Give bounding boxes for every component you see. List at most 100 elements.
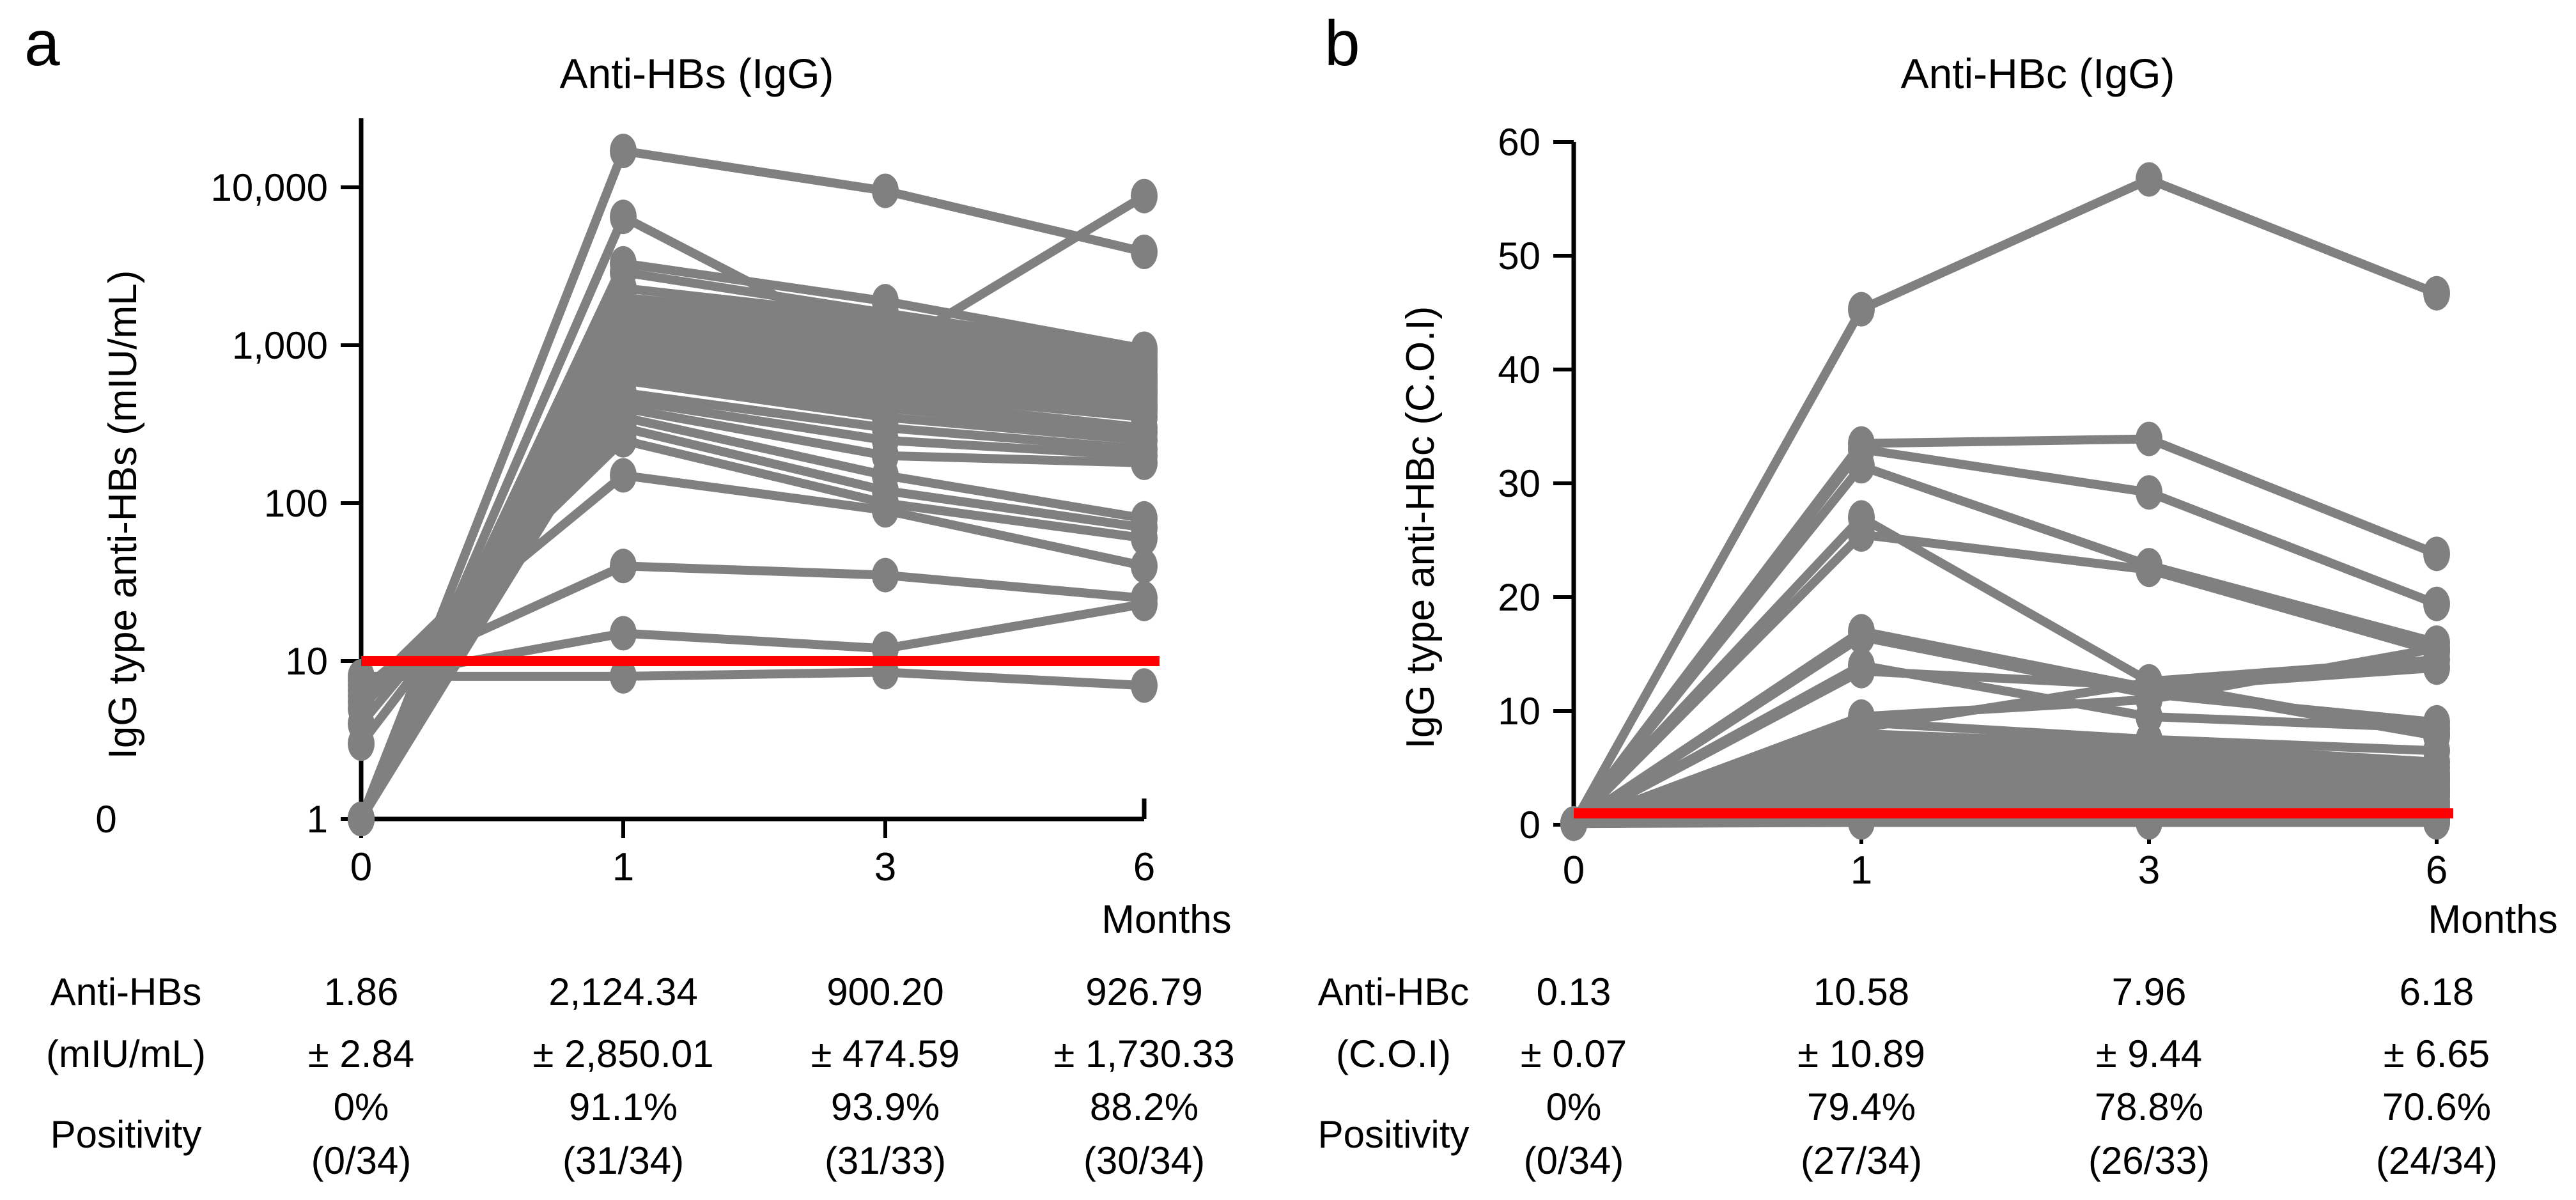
mean-value: 10.58 [1813, 970, 1910, 1013]
data-point-marker [1131, 445, 1158, 480]
positivity-percent: 70.6% [2382, 1086, 2492, 1128]
x-tick-label: 1 [612, 845, 634, 889]
sd-value: ± 1,730.33 [1053, 1032, 1235, 1075]
data-point-marker [1848, 292, 1875, 327]
anti-hbc-row-label-line2: (C.O.I) [1336, 1032, 1451, 1075]
positivity-percent: 91.1% [568, 1086, 678, 1128]
anti-hbc-value-month1: 10.58 ± 10.89 [1740, 961, 1983, 1085]
positivity-fraction: (30/34) [1083, 1139, 1206, 1182]
x-tick-label: 3 [874, 845, 896, 889]
series-line [357, 435, 1149, 701]
y-tick-label: 0 [1519, 804, 1540, 846]
series-line [357, 146, 1149, 823]
data-point-marker [1131, 178, 1158, 214]
series-line [357, 667, 1149, 690]
series-group [1560, 162, 2450, 841]
y-tick-label: 30 [1498, 462, 1540, 505]
data-point-marker [2136, 421, 2162, 456]
anti-hbc-value-month3: 7.96 ± 9.44 [2028, 961, 2270, 1085]
panel-b-chart: 0 10 20 30 40 50 60 0 1 3 6 Anti-HBc (IgG) IgG type … [1399, 50, 2558, 942]
x-tick-label: 0 [350, 845, 372, 889]
mean-value: 7.96 [2111, 970, 2187, 1013]
sd-value: ± 9.44 [2095, 1032, 2203, 1075]
mean-value: 900.20 [826, 970, 944, 1013]
anti-hbs-value-month0: 1.86 ± 2.84 [240, 961, 483, 1085]
anti-hbc-value-month6: 6.18 ± 6.65 [2315, 961, 2558, 1085]
series-line [1569, 462, 2441, 829]
series-line [357, 561, 1149, 690]
anti-hbs-value-month6: 926.79 ± 1,730.33 [1023, 961, 1266, 1085]
positivity-month6-b: 70.6% (24/34) [2315, 1080, 2558, 1188]
data-point-marker [1131, 668, 1158, 703]
data-point-marker [1131, 549, 1158, 584]
data-point-marker [2136, 475, 2162, 510]
positivity-percent: 0% [333, 1086, 389, 1128]
positivity-fraction: (24/34) [2375, 1139, 2498, 1182]
positivity-month1-b: 79.4% (27/34) [1740, 1080, 1983, 1188]
positivity-row-label-b: Positivity [1266, 1080, 1521, 1188]
mean-value: 6.18 [2399, 970, 2474, 1013]
anti-hbs-row-label: Anti-HBs (mIU/mL) [0, 961, 254, 1085]
sd-value: ± 0.07 [1520, 1032, 1627, 1075]
positivity-month0-b: 0% (0/34) [1452, 1080, 1695, 1188]
y-tick-label: 1 [307, 798, 328, 841]
chart-title: Anti-HBs (IgG) [559, 50, 834, 97]
y-tick-label: 50 [1498, 235, 1540, 277]
anti-hbs-value-month1: 2,124.34 ± 2,850.01 [502, 961, 745, 1085]
mean-value: 1.86 [323, 970, 399, 1013]
x-axis-title: Months [1101, 898, 1231, 942]
anti-hbc-row-label: Anti-HBc (C.O.I) [1266, 961, 1521, 1085]
positivity-fraction: (31/33) [824, 1139, 947, 1182]
y-tick-label: 60 [1498, 121, 1540, 164]
origin-zero-label: 0 [95, 798, 116, 841]
positivity-percent: 93.9% [830, 1086, 940, 1128]
positivity-fraction: (26/33) [2088, 1139, 2210, 1182]
positivity-label-text: Positivity [1317, 1112, 1470, 1156]
data-point-marker [1131, 235, 1158, 270]
x-tick-label: 6 [1133, 845, 1155, 889]
data-point-marker [2423, 586, 2450, 621]
y-tick-label: 10 [285, 640, 328, 683]
series-line [1569, 530, 2441, 829]
data-point-marker [2423, 716, 2450, 751]
x-tick-label: 3 [2138, 848, 2160, 892]
positivity-month0-a: 0% (0/34) [240, 1080, 483, 1188]
data-point-marker [610, 199, 637, 235]
data-point-marker [2136, 162, 2162, 197]
positivity-fraction: (0/34) [1523, 1139, 1624, 1182]
x-tick-label: 0 [1563, 848, 1585, 892]
data-point-marker [610, 134, 637, 169]
y-axis-title: IgG type anti-HBs (mIU/mL) [101, 270, 145, 760]
data-point-marker [610, 423, 637, 458]
y-axis-title: IgG type anti-HBc (C.O.I) [1399, 306, 1443, 749]
series-line [1569, 444, 2441, 829]
anti-hbs-row-label-line1: Anti-HBs [50, 970, 202, 1013]
y-tick-label: 1,000 [232, 324, 328, 367]
anti-hbs-value-month3: 900.20 ± 474.59 [764, 961, 1007, 1085]
y-tick-label: 20 [1498, 576, 1540, 619]
data-point-marker [348, 802, 375, 836]
data-point-marker [1848, 653, 1875, 689]
data-point-marker [2423, 276, 2450, 311]
data-point-marker [872, 493, 899, 528]
series-line [357, 471, 1149, 696]
data-point-marker [1848, 619, 1875, 655]
data-point-marker [348, 658, 375, 694]
anti-hbs-row-label-line2: (mIU/mL) [46, 1032, 206, 1075]
positivity-fraction: (31/34) [562, 1139, 685, 1182]
data-point-marker [610, 658, 637, 694]
mean-value: 926.79 [1085, 970, 1203, 1013]
chart-title: Anti-HBc (IgG) [1900, 50, 2175, 97]
positivity-month6-a: 88.2% (30/34) [1023, 1080, 1266, 1188]
series-group [348, 134, 1158, 836]
x-tick-label: 1 [1851, 848, 1872, 892]
panel-a-letter: a [24, 8, 60, 79]
data-point-marker [610, 616, 637, 651]
sd-value: ± 10.89 [1797, 1032, 1925, 1075]
mean-value: 0.13 [1536, 970, 1611, 1013]
series-line [1569, 818, 2441, 829]
positivity-percent: 0% [1546, 1086, 1602, 1128]
